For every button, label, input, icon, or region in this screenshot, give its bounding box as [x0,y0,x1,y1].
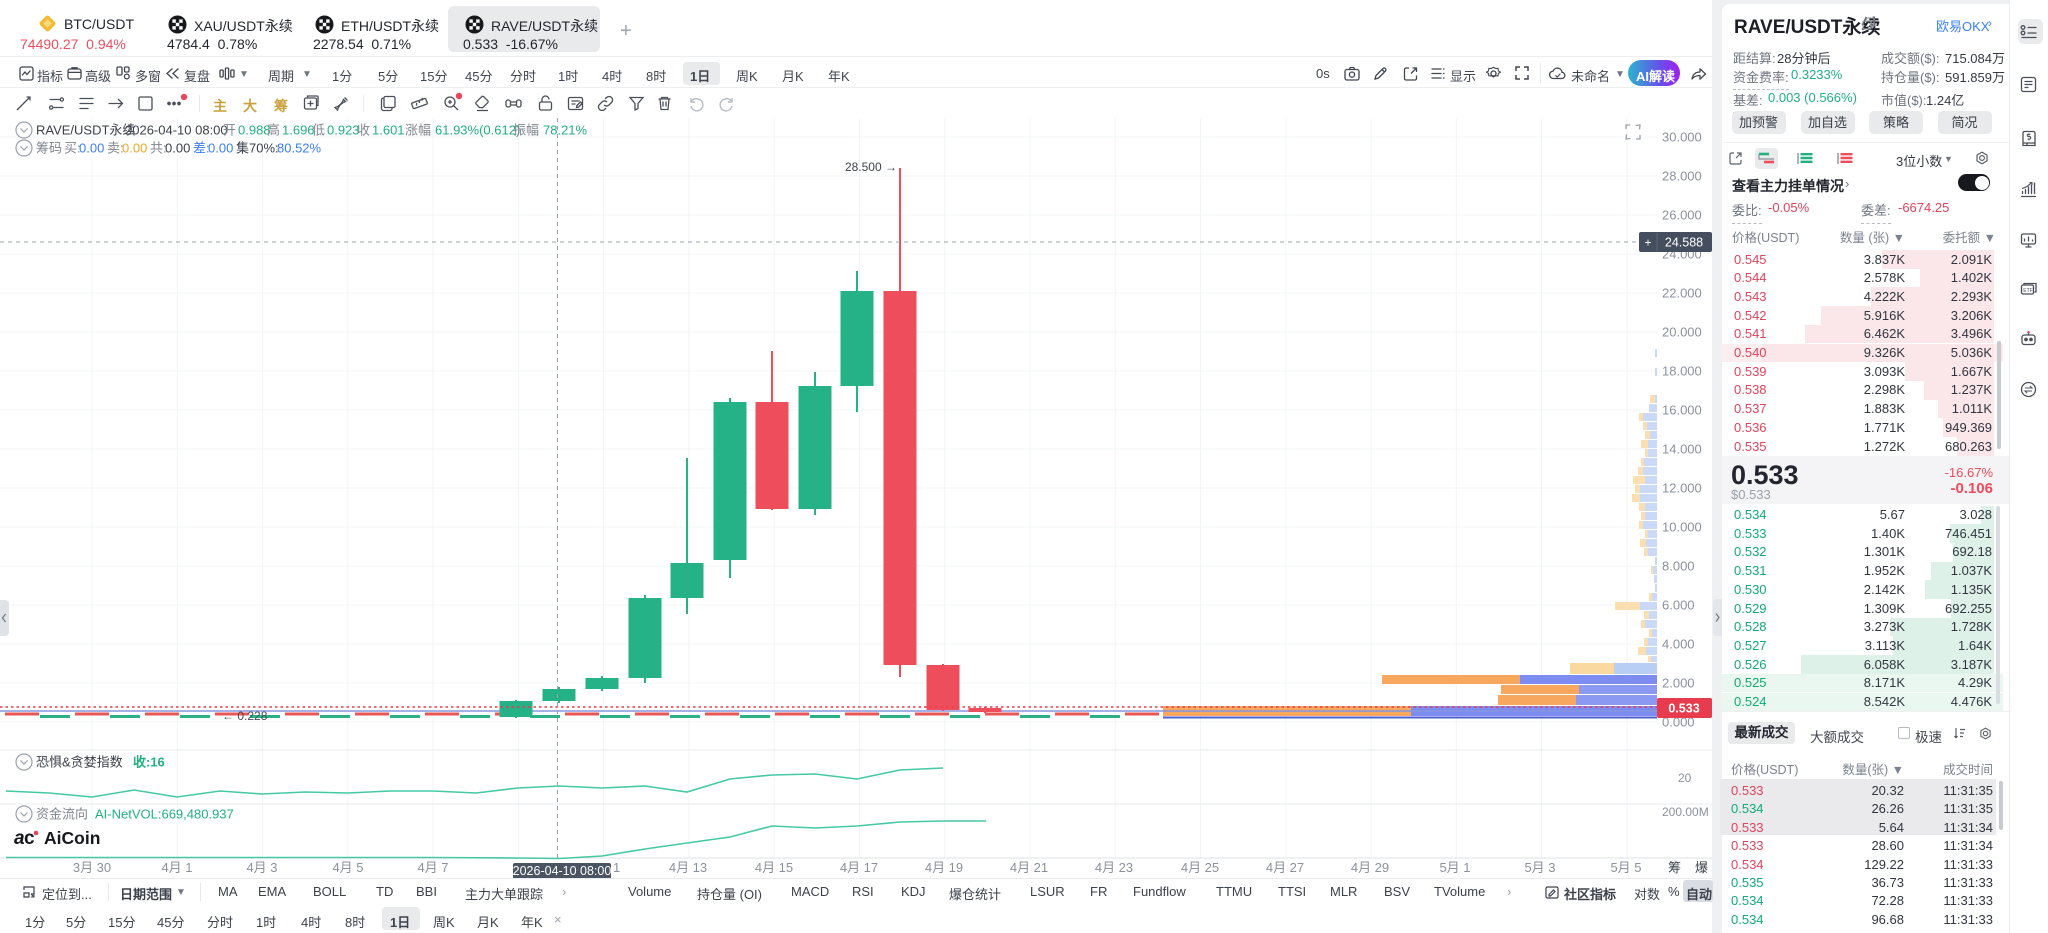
svg-text:4月 25: 4月 25 [1181,860,1219,875]
svg-text:4月 29: 4月 29 [1351,860,1389,875]
svg-text:集70%:: 集70%: [236,141,279,156]
svg-text:0.00: 0.00 [165,141,190,156]
svg-text:2.000: 2.000 [1662,676,1695,691]
svg-text:16.000: 16.000 [1662,403,1702,418]
svg-text:1: 1 [613,860,620,875]
svg-text:4月 13: 4月 13 [669,860,707,875]
svg-text:4月 21: 4月 21 [1010,860,1048,875]
svg-text:4.000: 4.000 [1662,637,1695,652]
svg-text:61.93%(0.612): 61.93%(0.612) [435,123,520,138]
svg-text:AiCoin: AiCoin [44,828,100,848]
svg-text:低: 低 [312,123,325,138]
svg-text:4月 19: 4月 19 [925,860,963,875]
svg-text:0.00: 0.00 [122,141,147,156]
svg-text:5月 3: 5月 3 [1524,860,1555,875]
svg-text:AI-NetVOL:669,480.937: AI-NetVOL:669,480.937 [95,807,234,822]
svg-text:200.00M: 200.00M [1662,805,1709,819]
svg-text:0.00: 0.00 [79,141,104,156]
svg-text:5月 1: 5月 1 [1439,860,1470,875]
svg-text:4月 17: 4月 17 [840,860,878,875]
svg-text:RAVE/USDT永续: RAVE/USDT永续 [36,123,135,138]
svg-text:4月 27: 4月 27 [1266,860,1304,875]
svg-text:2026-04-10 08:00: 2026-04-10 08:00 [125,123,228,138]
svg-text:5月 5: 5月 5 [1610,860,1641,875]
svg-text:3月 30: 3月 30 [73,860,111,875]
svg-text:78.21%: 78.21% [543,123,588,138]
svg-text:1.601: 1.601 [372,123,405,138]
svg-text:4月 1: 4月 1 [161,860,192,875]
svg-text:20: 20 [1678,771,1692,785]
svg-text:18.000: 18.000 [1662,364,1702,379]
svg-text:+: + [1644,236,1651,250]
svg-text:0.923: 0.923 [327,123,360,138]
svg-text:恐惧&贪婪指数: 恐惧&贪婪指数 [36,755,123,770]
svg-text:筹码: 筹码 [36,141,62,156]
svg-text:6.000: 6.000 [1662,598,1695,613]
svg-text:14.000: 14.000 [1662,442,1702,457]
svg-text:80.52%: 80.52% [277,141,322,156]
svg-text:26.000: 26.000 [1662,208,1702,223]
svg-text:收:16: 收:16 [133,755,165,770]
svg-text:0.533: 0.533 [1668,702,1699,716]
svg-text:28.500 →: 28.500 → [845,160,897,174]
svg-text:0.988: 0.988 [238,123,271,138]
svg-text:10.000: 10.000 [1662,520,1702,535]
svg-text:4月 5: 4月 5 [332,860,363,875]
svg-text:4月 23: 4月 23 [1095,860,1133,875]
svg-text:差:: 差: [193,141,210,156]
svg-text:爆: 爆 [1695,860,1708,875]
svg-text:筹: 筹 [1668,860,1681,875]
svg-text:c: c [24,828,35,849]
svg-text:资金流向: 资金流向 [36,807,88,822]
svg-text:开: 开 [223,123,236,138]
svg-text:30.000: 30.000 [1662,130,1702,145]
svg-text:22.000: 22.000 [1662,286,1702,301]
svg-text:高: 高 [267,123,280,138]
svg-text:28.000: 28.000 [1662,169,1702,184]
svg-text:8.000: 8.000 [1662,559,1695,574]
svg-text:买:: 买: [64,141,81,156]
svg-text:20.000: 20.000 [1662,325,1702,340]
svg-text:收: 收 [357,123,370,138]
svg-text:a: a [14,828,25,849]
svg-text:4月 3: 4月 3 [246,860,277,875]
svg-text:24.588: 24.588 [1665,236,1703,250]
svg-text:共:: 共: [150,141,167,156]
svg-text:涨幅: 涨幅 [405,123,431,138]
svg-text:4月 15: 4月 15 [755,860,793,875]
svg-text:1.696: 1.696 [282,123,315,138]
svg-text:振幅: 振幅 [513,123,539,138]
svg-text:ETF: ETF [2023,288,2032,294]
svg-text:卖:: 卖: [107,141,124,156]
svg-text:2026-04-10 08:00: 2026-04-10 08:00 [513,864,612,878]
svg-text:0.000: 0.000 [1662,715,1695,730]
svg-text:12.000: 12.000 [1662,481,1702,496]
svg-text:4月 7: 4月 7 [417,860,448,875]
svg-text:← 0.228: ← 0.228 [222,709,268,723]
svg-text:0.00: 0.00 [208,141,233,156]
